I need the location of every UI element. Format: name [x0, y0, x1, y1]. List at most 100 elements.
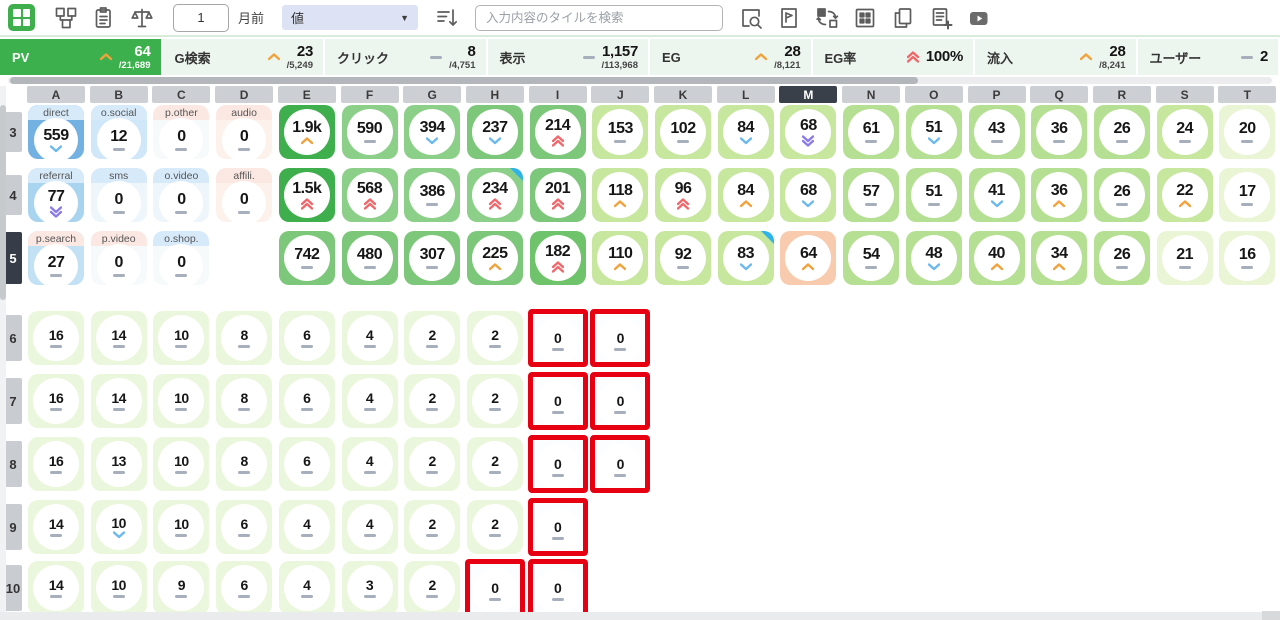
tile-I4[interactable]: 201 [529, 168, 586, 222]
column-header-B[interactable]: B [89, 86, 148, 103]
column-header-N[interactable]: N [842, 86, 901, 103]
tile-N4[interactable]: 57 [843, 168, 900, 222]
tile-Q4[interactable]: 36 [1031, 168, 1088, 222]
tile-G4[interactable]: 386 [404, 168, 461, 222]
tile-F9[interactable]: 4 [341, 500, 398, 554]
column-header-D[interactable]: D [215, 86, 274, 103]
tile-P4[interactable]: 41 [968, 168, 1025, 222]
tile-J4[interactable]: 118 [592, 168, 649, 222]
tile-L5[interactable]: 83 [717, 231, 774, 285]
tile-I6[interactable]: 0 [527, 309, 588, 367]
tile-H10[interactable]: 0 [464, 559, 525, 617]
tile-I5[interactable]: 182 [529, 231, 586, 285]
tile-M3[interactable]: 68 [780, 105, 837, 159]
scale-icon[interactable] [129, 5, 155, 31]
tile-E10[interactable]: 4 [278, 561, 335, 615]
tile-C4[interactable]: o.video 0 [153, 168, 210, 222]
tile-R4[interactable]: 26 [1093, 168, 1150, 222]
tile-H4[interactable]: 234 [466, 168, 523, 222]
period-input[interactable] [173, 3, 229, 32]
kpi-cell-7[interactable]: ユーザー 2 [1137, 39, 1280, 75]
tile-P3[interactable]: 43 [968, 105, 1025, 159]
kpi-cell-5[interactable]: EG率 100% [812, 39, 975, 75]
column-header-C[interactable]: C [152, 86, 211, 103]
tile-B8[interactable]: 13 [90, 437, 147, 491]
tile-E5[interactable]: 742 [278, 231, 335, 285]
apps-grid-icon[interactable] [8, 4, 35, 31]
tile-B3[interactable]: o.social 12 [90, 105, 147, 159]
search-input[interactable] [475, 4, 724, 31]
column-header-R[interactable]: R [1092, 86, 1151, 103]
tile-F10[interactable]: 3 [341, 561, 398, 615]
column-header-Q[interactable]: Q [1030, 86, 1089, 103]
tile-T4[interactable]: 17 [1219, 168, 1276, 222]
column-header-M[interactable]: M [779, 86, 838, 103]
tile-K3[interactable]: 102 [655, 105, 711, 159]
tile-G8[interactable]: 2 [404, 437, 461, 491]
tile-S3[interactable]: 24 [1156, 105, 1213, 159]
column-header-G[interactable]: G [403, 86, 462, 103]
tile-A3[interactable]: direct 559 [28, 105, 84, 159]
tile-C9[interactable]: 10 [153, 500, 210, 554]
tile-I7[interactable]: 0 [527, 372, 588, 430]
row-header-9[interactable]: 9 [4, 504, 22, 550]
tile-D8[interactable]: 8 [216, 437, 273, 491]
tile-F6[interactable]: 4 [341, 311, 398, 365]
tile-G3[interactable]: 394 [404, 105, 461, 159]
left-vertical-scrollbar-thumb[interactable] [0, 105, 6, 300]
tile-B9[interactable]: 10 [90, 500, 147, 554]
row-header-5[interactable]: 5 [4, 232, 22, 284]
column-header-O[interactable]: O [904, 86, 963, 103]
tile-M4[interactable]: 68 [780, 168, 837, 222]
zoom-search-icon[interactable] [738, 5, 764, 31]
tile-D7[interactable]: 8 [216, 374, 273, 428]
tile-Q3[interactable]: 36 [1031, 105, 1088, 159]
tile-A6[interactable]: 16 [28, 311, 84, 365]
tile-K5[interactable]: 92 [655, 231, 711, 285]
tile-A10[interactable]: 14 [28, 561, 84, 615]
tile-O3[interactable]: 51 [905, 105, 962, 159]
tile-A8[interactable]: 16 [28, 437, 84, 491]
tile-S5[interactable]: 21 [1156, 231, 1213, 285]
tile-H7[interactable]: 2 [466, 374, 523, 428]
tile-N3[interactable]: 61 [843, 105, 900, 159]
column-header-A[interactable]: A [27, 86, 85, 103]
tile-E7[interactable]: 6 [278, 374, 335, 428]
tile-J5[interactable]: 110 [592, 231, 649, 285]
sync-icon[interactable] [814, 5, 840, 31]
tile-A5[interactable]: p.search 27 [28, 231, 84, 285]
tile-B5[interactable]: p.video 0 [90, 231, 147, 285]
tile-G9[interactable]: 2 [404, 500, 461, 554]
tile-F5[interactable]: 480 [341, 231, 398, 285]
tile-J3[interactable]: 153 [592, 105, 649, 159]
tile-G10[interactable]: 2 [404, 561, 461, 615]
column-header-P[interactable]: P [967, 86, 1026, 103]
kpi-cell-4[interactable]: EG 28/8,121 [650, 39, 813, 75]
column-header-H[interactable]: H [465, 86, 524, 103]
tile-P5[interactable]: 40 [968, 231, 1025, 285]
tile-H5[interactable]: 225 [466, 231, 523, 285]
column-header-L[interactable]: L [716, 86, 775, 103]
tile-O4[interactable]: 51 [905, 168, 962, 222]
tile-D9[interactable]: 6 [216, 500, 273, 554]
column-header-J[interactable]: J [591, 86, 650, 103]
tile-E6[interactable]: 6 [278, 311, 335, 365]
kpi-cell-0[interactable]: PV 64/21,689 [0, 39, 163, 75]
tile-C5[interactable]: o.shop. 0 [153, 231, 210, 285]
flow-icon[interactable] [53, 5, 79, 31]
tile-T3[interactable]: 20 [1219, 105, 1276, 159]
tile-F3[interactable]: 590 [341, 105, 398, 159]
grid-icon[interactable] [852, 5, 878, 31]
column-header-F[interactable]: F [340, 86, 399, 103]
column-header-I[interactable]: I [528, 86, 587, 103]
tile-N5[interactable]: 54 [843, 231, 900, 285]
tile-F7[interactable]: 4 [341, 374, 398, 428]
tile-S4[interactable]: 22 [1156, 168, 1213, 222]
tile-I3[interactable]: 214 [529, 105, 586, 159]
row-header-3[interactable]: 3 [4, 112, 22, 152]
tile-J8[interactable]: 0 [590, 435, 651, 493]
tile-H6[interactable]: 2 [466, 311, 523, 365]
tile-H8[interactable]: 2 [466, 437, 523, 491]
video-icon[interactable] [966, 5, 992, 31]
tile-H3[interactable]: 237 [466, 105, 523, 159]
